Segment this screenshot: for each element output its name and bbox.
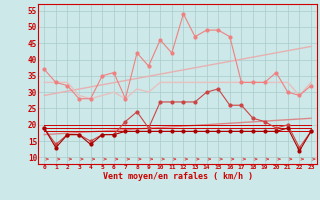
X-axis label: Vent moyen/en rafales ( km/h ): Vent moyen/en rafales ( km/h ) [103, 172, 252, 181]
